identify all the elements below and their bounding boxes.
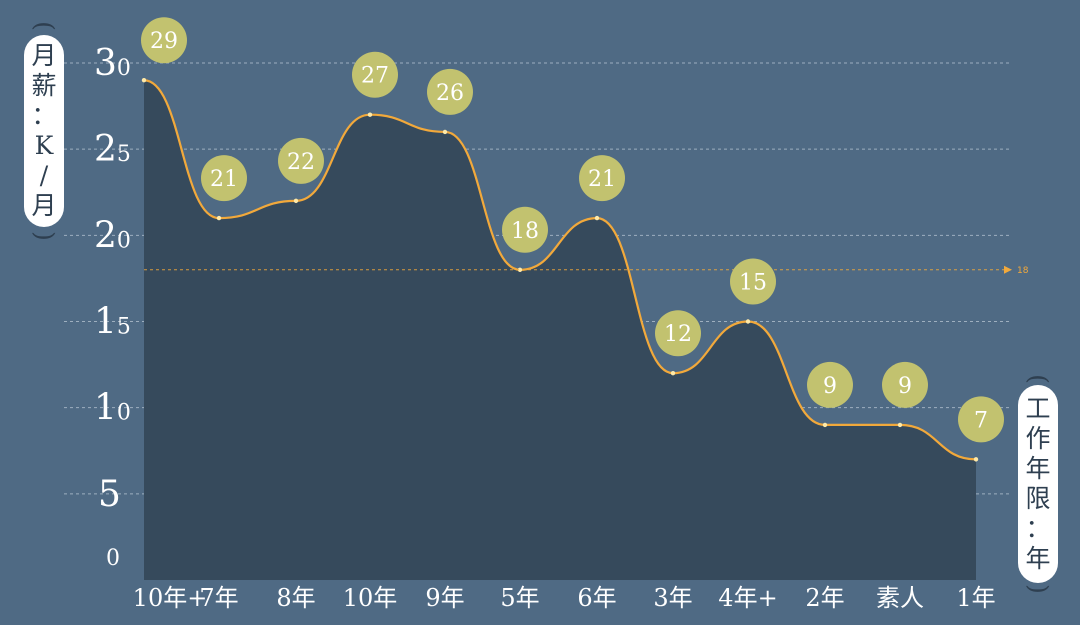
data-point (822, 422, 828, 428)
x-tick-label: 1年 (956, 584, 995, 612)
data-label-bubble (730, 258, 776, 305)
data-point (367, 112, 373, 117)
area-series (141, 78, 979, 580)
axis-label-char: ： (31, 101, 57, 130)
data-label-bubble (141, 17, 187, 64)
data-label: 22 (287, 150, 315, 175)
axis-label-char: ) (1023, 584, 1053, 594)
axis-label-char: 年 (1025, 544, 1051, 573)
y-tick-label: 15 (94, 302, 131, 343)
axis-label-char: 限 (1025, 484, 1051, 513)
axis-label-char: 年 (1025, 454, 1051, 483)
data-point (670, 371, 676, 376)
data-label-bubble (579, 155, 625, 202)
axis-label-char: / (39, 161, 49, 190)
reference-line: 18 (144, 265, 1029, 276)
data-label: 7 (974, 408, 988, 433)
x-tick-label: 10年+ (133, 584, 208, 612)
data-label: 27 (361, 64, 389, 89)
data-point (897, 422, 903, 428)
data-label-bubble (201, 155, 247, 202)
axis-label-char: 作 (1025, 424, 1051, 453)
axis-label-char: ： (1025, 514, 1051, 543)
data-point (216, 215, 222, 221)
reference-line-label: 18 (1017, 266, 1029, 276)
x-tick-label: 7年 (199, 584, 238, 612)
axis-label-char: 月 (31, 191, 57, 220)
data-label: 21 (210, 167, 238, 192)
x-axis-ticks: 10年+7年 8年 10年 9年 5年 6年 3年 4年+ 2年 素人 1年 (133, 584, 996, 612)
data-label-bubble (502, 206, 548, 253)
y-tick-label: 0 (106, 546, 120, 571)
data-point (973, 457, 979, 462)
x-tick-label: 5年 (500, 584, 539, 612)
x-tick-label: 3年 (653, 584, 692, 612)
data-point (594, 215, 600, 221)
x-tick-label: 2年 (805, 584, 844, 612)
data-label-bubble (958, 396, 1004, 443)
data-label-bubble (882, 361, 928, 408)
data-label: 29 (150, 29, 178, 54)
axis-label-char: ) (29, 231, 59, 241)
data-point (745, 319, 751, 324)
axis-label-char: 薪 (31, 71, 57, 100)
x-tick-label: 10年 (343, 584, 398, 612)
data-label: 9 (898, 374, 912, 399)
axis-label-char: ( (29, 21, 59, 31)
y-axis-label: (月薪： K / 月) (24, 21, 64, 241)
data-label-bubble (352, 51, 398, 98)
data-point (293, 198, 299, 204)
data-label-bubble (278, 137, 324, 184)
y-axis-ticks: 0 5 10 15 20 25 30 (94, 43, 131, 571)
data-label-bubble (807, 361, 853, 408)
axis-label-char: 工 (1025, 394, 1051, 423)
data-point (141, 78, 147, 83)
x-axis-label: (工作年限：年) (1018, 374, 1058, 594)
data-label: 15 (739, 271, 767, 296)
y-tick-label: 10 (94, 388, 131, 429)
data-label: 9 (823, 374, 837, 399)
data-point (517, 267, 523, 272)
y-tick-label: 20 (94, 215, 131, 256)
x-tick-label: 9年 (425, 584, 464, 612)
area-fill (144, 80, 976, 580)
data-label: 26 (436, 81, 464, 106)
series-line (143, 79, 977, 461)
y-tick-label: 30 (94, 43, 131, 84)
axis-label-char: ( (1023, 374, 1053, 384)
data-label: 18 (511, 219, 539, 244)
x-tick-label: 4年+ (718, 584, 777, 612)
axis-label-char: K (34, 131, 54, 160)
data-label-bubble (427, 68, 473, 115)
x-tick-label: 素人 (876, 584, 924, 612)
data-point (442, 129, 448, 135)
data-labels: 29 21 22 27 26 18 21 12 15 9 9 7 (141, 17, 1004, 443)
data-label: 12 (664, 322, 692, 347)
x-tick-label: 8年 (276, 584, 315, 612)
x-tick-label: 6年 (577, 584, 616, 612)
y-tick-label: 25 (94, 129, 131, 170)
y-tick-label: 5 (98, 474, 121, 515)
data-label: 21 (588, 167, 616, 192)
data-label-bubble (655, 310, 701, 357)
axis-label-char: 月 (31, 41, 57, 70)
reference-arrow-icon (1004, 265, 1012, 274)
